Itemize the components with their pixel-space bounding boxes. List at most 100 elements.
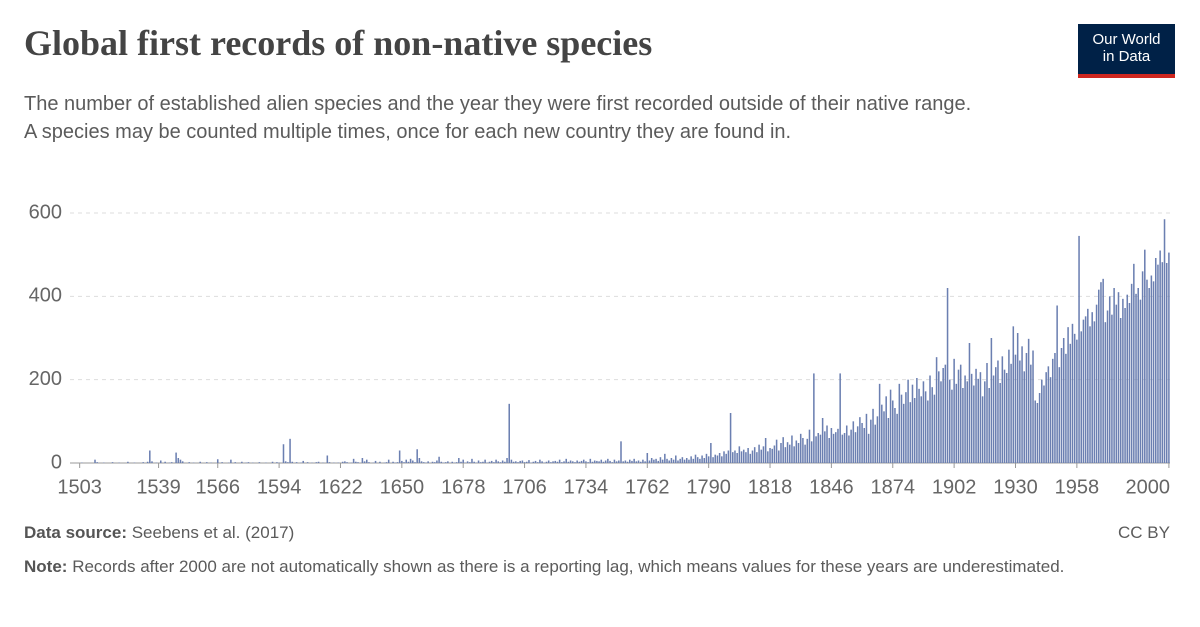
bar [944,364,947,463]
bar [885,396,887,463]
bar [302,460,304,463]
bar [580,460,583,463]
bar [565,458,567,463]
bar [127,461,129,463]
bar [1133,263,1135,463]
bar [539,459,541,463]
bar [230,459,232,463]
bar [1054,353,1056,463]
bar [550,462,552,463]
bar [1130,283,1133,463]
x-tick-label: 2000 [1126,476,1171,498]
bar [593,460,596,463]
bar [672,459,675,463]
bar [1163,219,1166,463]
bar [1135,293,1137,463]
bar [764,438,767,463]
bar [756,452,758,463]
bar [883,411,885,463]
bar [970,373,973,463]
bar [541,461,543,463]
bar [1161,262,1164,463]
bar [635,461,638,463]
bar [795,440,798,463]
x-tick-label: 1902 [932,476,977,498]
bar [1144,249,1146,463]
bar [767,451,769,463]
bar [271,461,274,463]
bar [613,459,616,463]
bar [775,439,778,463]
bar [628,459,631,463]
bar [732,452,734,463]
bar [1047,366,1050,463]
bar [716,455,719,463]
bar [1019,360,1021,463]
bar [199,461,201,463]
bar [769,448,771,463]
x-tick-label: 1678 [441,476,486,498]
bar [1078,235,1080,463]
bar [881,404,883,463]
x-tick-label: 1503 [57,476,102,498]
bar [808,429,811,463]
bar [894,408,896,463]
bar [999,383,1001,463]
bar [361,458,364,463]
bar [1060,348,1063,463]
bar [1014,354,1017,463]
bar [751,450,754,463]
bar [600,459,603,463]
bar [953,358,955,463]
bar [1128,303,1131,463]
source-text: Seebens et al. (2017) [131,523,295,542]
bar [865,413,868,463]
bar [1089,326,1091,463]
bar [519,460,521,463]
bar [587,462,589,463]
bar [782,437,784,463]
bar [282,444,285,463]
bar [569,460,572,463]
bar [810,441,813,463]
logo[interactable]: Our World in Data [1078,24,1175,78]
bar [473,461,475,463]
bar [773,445,776,463]
bar [1067,327,1069,463]
bar [955,383,958,463]
bar [940,381,942,463]
bar [284,461,287,463]
bar [920,396,923,463]
bar [887,418,890,463]
bar [648,460,651,463]
bar [317,461,320,463]
bar [175,452,177,463]
bar [276,462,278,463]
bar [401,460,403,463]
bar [988,388,990,463]
bar [611,462,614,463]
bar [609,460,611,463]
bar [806,438,809,463]
bar [1137,288,1139,463]
bar [714,454,717,463]
bar [1065,353,1067,463]
bar [379,461,381,463]
bar [221,462,223,463]
bar [845,425,848,463]
bar [696,457,699,463]
bar [607,458,609,463]
bar [661,459,664,463]
bar [287,462,289,463]
bar [758,444,760,463]
note: Note: Records after 2000 are not automat… [24,555,1154,579]
bar [771,448,773,463]
bar [151,461,153,463]
bar [247,462,250,463]
bar [1016,333,1019,463]
bar [986,363,988,463]
bar [815,436,817,463]
bar [1152,281,1155,463]
bar [1117,292,1120,463]
x-tick-label: 1874 [871,476,916,498]
